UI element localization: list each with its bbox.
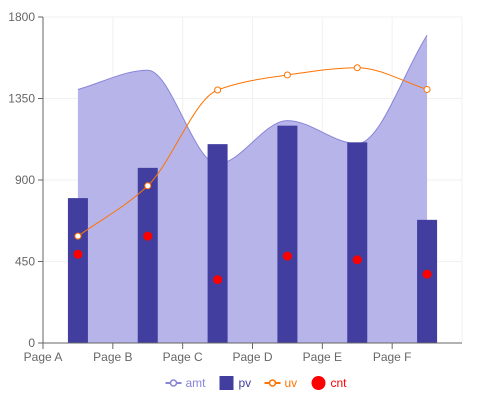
y-tick-label: 900 [15, 173, 35, 187]
x-tick-label: Page B [93, 350, 132, 364]
pv-bar-page-c[interactable] [207, 144, 228, 343]
pv-bar-page-e[interactable] [347, 142, 368, 343]
axes: 0 450 900 1350 1800 Page A Page B Page C Page D P… [8, 10, 462, 364]
y-tick-label: 0 [28, 336, 35, 350]
y-tick-label: 450 [15, 255, 35, 269]
uv-point-page-c[interactable] [214, 86, 222, 94]
legend-item-amt[interactable]: amt [165, 376, 207, 390]
cnt-point-page-b[interactable] [143, 231, 153, 241]
uv-point-page-d[interactable] [283, 71, 291, 79]
cnt-point-page-a[interactable] [73, 249, 83, 259]
uv-point-page-f[interactable] [423, 85, 431, 93]
cnt-legend-circle-icon [311, 376, 326, 390]
amt-area-layer [77, 34, 428, 343]
cnt-point-page-e[interactable] [352, 255, 362, 265]
cnt-scatter-layer [73, 231, 432, 285]
y-tick-label: 1800 [8, 10, 35, 24]
y-tick-label: 1350 [8, 92, 35, 106]
amt-area-fill [77, 35, 428, 343]
uv-point-page-a[interactable] [74, 232, 82, 240]
pv-bar-page-a[interactable] [67, 198, 88, 343]
pv-bar-page-b[interactable] [137, 167, 158, 343]
pv-bar-layer [67, 125, 438, 344]
amt-legend-marker-icon [169, 379, 178, 387]
legend: amt pv uv cnt [165, 376, 348, 390]
x-tick-label: Page E [303, 350, 342, 364]
uv-point-page-b[interactable] [144, 182, 152, 190]
uv-legend-marker-icon [268, 379, 277, 387]
cnt-point-page-c[interactable] [213, 275, 223, 285]
uv-point-page-e[interactable] [353, 64, 361, 72]
legend-item-cnt[interactable]: cnt [311, 376, 348, 390]
pv-bar-page-d[interactable] [277, 125, 298, 344]
pv-legend-label: pv [239, 376, 252, 390]
x-tick-label: Page F [373, 350, 412, 364]
cnt-legend-label: cnt [331, 376, 348, 390]
uv-legend-label: uv [285, 376, 298, 390]
pv-bar-page-f[interactable] [417, 219, 438, 343]
x-tick-label: Page D [232, 350, 272, 364]
legend-item-pv[interactable]: pv [219, 376, 252, 390]
amt-legend-label: amt [186, 376, 207, 390]
pv-legend-square-icon [219, 376, 234, 390]
cnt-point-page-d[interactable] [282, 251, 292, 261]
legend-item-uv[interactable]: uv [264, 376, 298, 390]
uv-line-layer [74, 64, 431, 240]
amt-area-line [77, 34, 428, 165]
x-tick-label: Page C [163, 350, 203, 364]
x-tick-label: Page A [24, 350, 63, 364]
cnt-point-page-f[interactable] [422, 269, 432, 279]
